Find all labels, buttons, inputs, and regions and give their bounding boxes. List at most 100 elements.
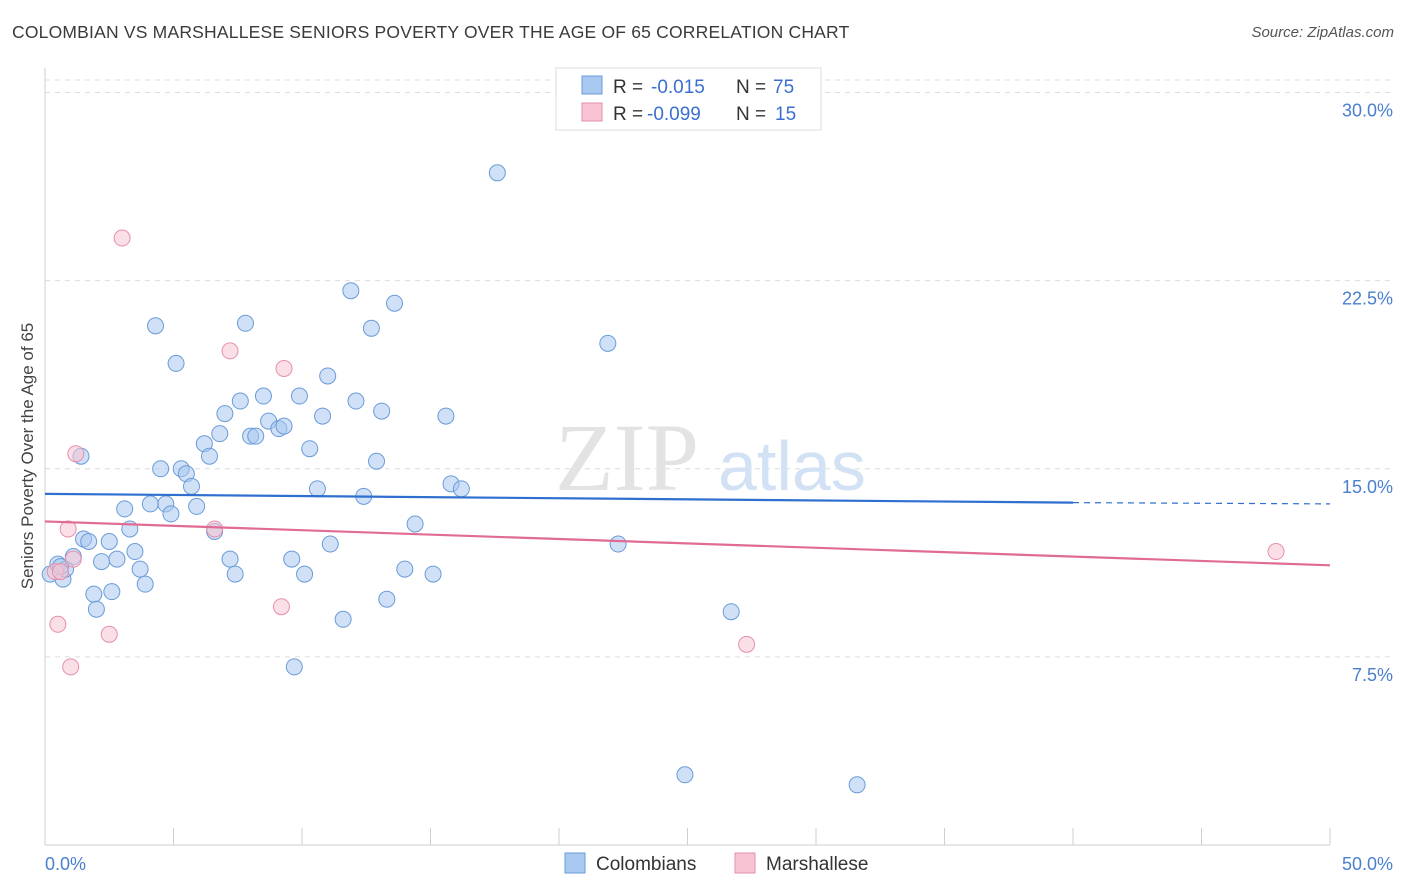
legend-bottom-label-colombians: Colombians (596, 854, 696, 875)
y-tick-labels: 7.5% 15.0% 22.5% 30.0% (1342, 101, 1393, 685)
watermark-atlas: atlas (718, 427, 866, 505)
point-colombians (87, 600, 105, 618)
legend-n-label-colombians: N = (736, 77, 766, 98)
trend-line-marshallese (44, 520, 1331, 567)
watermark-zip: ZIP (555, 404, 699, 511)
point-colombians (452, 480, 470, 498)
point-colombians (221, 550, 239, 568)
point-marshallese (113, 229, 131, 247)
point-marshallese (221, 342, 239, 360)
point-colombians (93, 553, 111, 571)
trend-line-colombians (44, 492, 1074, 504)
point-colombians (247, 427, 265, 445)
point-colombians (347, 392, 365, 410)
point-colombians (609, 535, 627, 553)
point-colombians (722, 603, 740, 621)
point-colombians (301, 440, 319, 458)
point-colombians (131, 560, 149, 578)
point-colombians (342, 282, 360, 300)
legend-r-value-marshallese: -0.099 (647, 104, 701, 125)
point-colombians (424, 565, 442, 583)
legend-swatch-colombians (581, 75, 603, 95)
point-colombians (167, 354, 185, 372)
point-colombians (103, 583, 121, 601)
point-colombians (254, 387, 272, 405)
legend-bottom: Colombians Marshallese (564, 852, 868, 875)
point-colombians (85, 585, 103, 603)
legend-bottom-swatch-colombians (564, 852, 586, 874)
point-colombians (100, 533, 118, 551)
point-colombians (319, 367, 337, 385)
point-colombians (126, 543, 144, 561)
point-marshallese (62, 658, 80, 676)
point-colombians (308, 480, 326, 498)
x-tick-labels: 0.0% 50.0% (45, 854, 1393, 874)
point-colombians (373, 402, 391, 420)
point-marshallese (100, 625, 118, 643)
point-colombians (80, 533, 98, 551)
point-colombians (108, 550, 126, 568)
point-colombians (236, 314, 254, 332)
data-points (41, 164, 1285, 794)
point-colombians (182, 477, 200, 495)
point-colombians (321, 535, 339, 553)
point-marshallese (275, 359, 293, 377)
source-label: Source: ZipAtlas.com (1251, 24, 1394, 41)
point-colombians (211, 425, 229, 443)
point-colombians (231, 392, 249, 410)
point-marshallese (64, 550, 82, 568)
point-colombians (188, 497, 206, 515)
chart-title: COLOMBIAN VS MARSHALLESE SENIORS POVERTY… (12, 22, 850, 42)
point-marshallese (272, 598, 290, 616)
point-colombians (296, 565, 314, 583)
y-tick-label: 22.5% (1342, 289, 1393, 309)
point-marshallese (67, 445, 85, 463)
point-colombians (216, 405, 234, 423)
watermark: ZIP atlas (555, 404, 866, 511)
point-colombians (200, 447, 218, 465)
point-colombians (396, 560, 414, 578)
point-colombians (275, 417, 293, 435)
legend-r-label-colombians: R = (613, 77, 643, 98)
legend-n-value-colombians: 75 (773, 77, 794, 98)
point-marshallese (738, 635, 756, 653)
y-tick-label: 15.0% (1342, 477, 1393, 497)
x-tick-label-max: 50.0% (1342, 854, 1393, 874)
point-marshallese (206, 520, 224, 538)
point-colombians (437, 407, 455, 425)
trend-lines (44, 492, 1331, 567)
point-colombians (599, 334, 617, 352)
point-colombians (406, 515, 424, 533)
x-tick-label-min: 0.0% (45, 854, 86, 874)
point-colombians (116, 500, 134, 518)
point-colombians (290, 387, 308, 405)
legend-r-label-marshallese: R = (613, 104, 643, 125)
point-colombians (378, 590, 396, 608)
point-colombians (334, 610, 352, 628)
legend-n-label-marshallese: N = (736, 104, 766, 125)
point-marshallese (59, 520, 77, 538)
legend-top: R = -0.015 N = 75 R = -0.099 N = 15 (555, 67, 822, 131)
legend-swatch-marshallese (581, 102, 603, 122)
y-tick-label: 7.5% (1352, 665, 1393, 685)
legend-n-value-marshallese: 15 (775, 104, 796, 125)
point-colombians (162, 505, 180, 523)
point-colombians (141, 495, 159, 513)
point-colombians (848, 776, 866, 794)
point-colombians (368, 452, 386, 470)
point-colombians (386, 294, 404, 312)
point-colombians (488, 164, 506, 182)
x-ticks (44, 828, 1331, 845)
point-colombians (136, 575, 154, 593)
point-marshallese (51, 563, 69, 581)
point-colombians (152, 460, 170, 478)
point-marshallese (49, 615, 67, 633)
point-colombians (285, 658, 303, 676)
legend-bottom-swatch-marshallese (734, 852, 756, 874)
point-colombians (147, 317, 165, 335)
point-colombians (314, 407, 332, 425)
point-colombians (676, 766, 694, 784)
legend-bottom-label-marshallese: Marshallese (766, 854, 868, 875)
point-marshallese (1267, 543, 1285, 561)
